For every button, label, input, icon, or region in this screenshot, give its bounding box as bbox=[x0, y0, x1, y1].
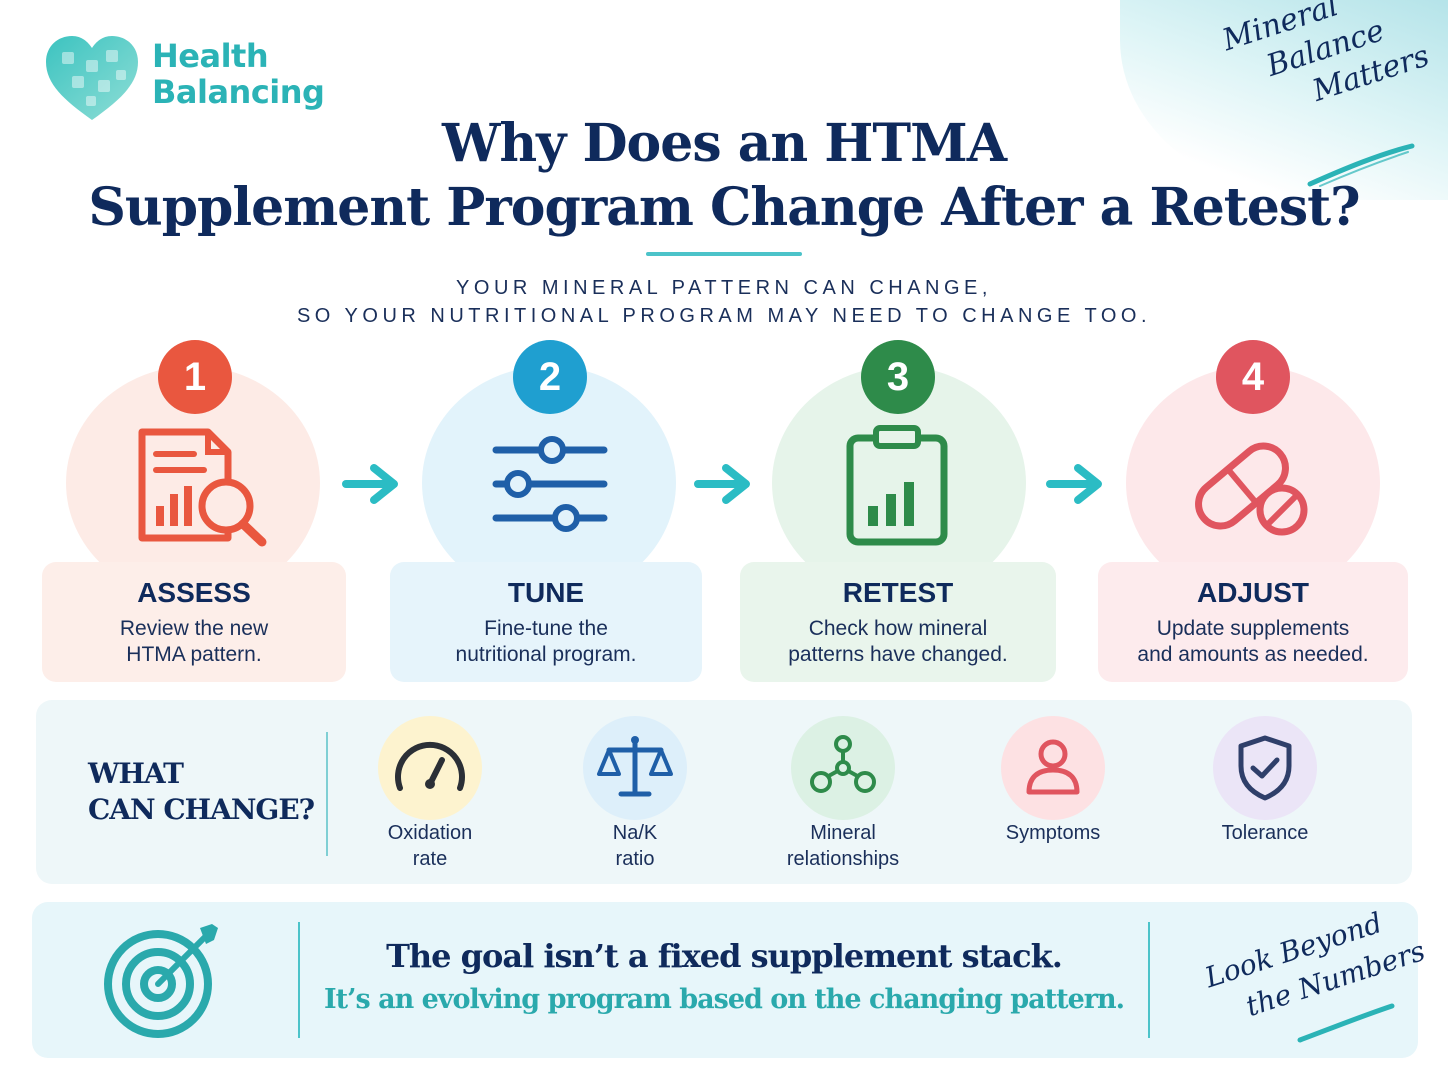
step-4-label: ADJUST bbox=[1196, 577, 1309, 608]
change-item-3-badge bbox=[791, 716, 895, 820]
target-arrow-icon bbox=[104, 924, 218, 1038]
page-subtitle-line1: YOUR MINERAL PATTERN CAN CHANGE, bbox=[456, 277, 992, 299]
step-3-desc-line2: patterns have changed. bbox=[788, 643, 1008, 666]
goal-statement: The goal isn’t a fixed supplement stack. bbox=[386, 937, 1063, 975]
change-item-5-label: Tolerance bbox=[1180, 820, 1350, 846]
change-item-1-line1: Oxidation bbox=[387, 822, 473, 844]
what-can-change-panel bbox=[36, 700, 1412, 884]
clipboard-chart-icon bbox=[846, 425, 948, 546]
change-item-4-line1: Symptoms bbox=[1005, 822, 1101, 844]
change-item-3-line2: relationships bbox=[786, 848, 900, 870]
step-2-description: Fine-tune the nutritional program. bbox=[390, 616, 702, 668]
step-1-number: 1 bbox=[158, 340, 232, 414]
step-1-desc-line1: Review the new bbox=[119, 617, 269, 640]
step-4-card: ADJUST Update supplements and amounts as… bbox=[1098, 562, 1408, 682]
shield-check-icon bbox=[1238, 735, 1292, 801]
change-item-1-label: Oxidation rate bbox=[345, 820, 515, 872]
step-2-desc-line2: nutritional program. bbox=[455, 643, 637, 666]
page-title: Why Does an HTMA Supplement Program Chan… bbox=[0, 112, 1448, 240]
pill-capsule-icon bbox=[1195, 442, 1308, 536]
change-item-5-line1: Tolerance bbox=[1221, 822, 1309, 844]
page-subtitle-line2: SO YOUR NUTRITIONAL PROGRAM MAY NEED TO … bbox=[296, 305, 1152, 327]
change-item-2-line2: ratio bbox=[615, 848, 655, 870]
page-title-line2: Supplement Program Change After a Retest… bbox=[88, 177, 1360, 238]
goal-divider-left bbox=[298, 922, 300, 1038]
goal-divider-right bbox=[1148, 922, 1150, 1038]
step-3-number: 3 bbox=[861, 340, 935, 414]
brand-name-line2: Balancing bbox=[152, 73, 325, 111]
step-1-description: Review the new HTMA pattern. bbox=[42, 616, 346, 668]
step-1-label: ASSESS bbox=[137, 577, 251, 608]
change-item-4-badge bbox=[1001, 716, 1105, 820]
step-2-desc-line1: Fine-tune the bbox=[484, 617, 608, 640]
page-title-line1: Why Does an HTMA bbox=[441, 113, 1007, 174]
change-item-1-line2: rate bbox=[412, 848, 448, 870]
step-3-card: RETEST Check how mineral patterns have c… bbox=[740, 562, 1056, 682]
tagline-bottom-underline-decoration bbox=[1297, 1003, 1395, 1043]
step-1-desc-line2: HTMA pattern. bbox=[126, 643, 262, 666]
step-3-label: RETEST bbox=[842, 577, 954, 608]
goal-subtext: It’s an evolving program based on the ch… bbox=[323, 984, 1125, 1015]
change-item-4-label: Symptoms bbox=[968, 820, 1138, 846]
balance-scale-icon bbox=[597, 736, 673, 797]
what-can-change-title: WHAT CAN CHANGE? bbox=[88, 756, 315, 828]
step-4-desc-line2: and amounts as needed. bbox=[1137, 643, 1369, 666]
step-3-desc-line1: Check how mineral bbox=[808, 617, 988, 640]
molecule-icon bbox=[810, 735, 876, 793]
step-4-desc-line1: Update supplements bbox=[1156, 617, 1350, 640]
goal-panel bbox=[32, 902, 1418, 1058]
step-2-label: TUNE bbox=[507, 577, 585, 608]
tagline-underline-decoration bbox=[1307, 143, 1415, 187]
what-can-change-title-line2: CAN CHANGE? bbox=[88, 793, 315, 826]
change-item-2-badge bbox=[583, 716, 687, 820]
step-3-description: Check how mineral patterns have changed. bbox=[740, 616, 1056, 668]
arrow-right-icon bbox=[694, 464, 750, 504]
gauge-icon bbox=[395, 741, 465, 791]
change-item-2-line1: Na/K bbox=[612, 822, 658, 844]
brand-name-line1: Health bbox=[152, 37, 269, 75]
arrow-right-icon bbox=[1046, 464, 1102, 504]
report-magnifier-icon bbox=[138, 428, 267, 547]
step-2-number: 2 bbox=[513, 340, 587, 414]
brand-name: Health Balancing bbox=[152, 37, 325, 111]
change-item-5-badge bbox=[1213, 716, 1317, 820]
step-4-number: 4 bbox=[1216, 340, 1290, 414]
title-divider bbox=[646, 252, 802, 256]
what-can-change-title-line1: WHAT bbox=[88, 757, 184, 790]
what-can-change-divider bbox=[326, 732, 328, 856]
change-item-3-line1: Mineral bbox=[810, 822, 876, 844]
step-2-card: TUNE Fine-tune the nutritional program. bbox=[390, 562, 702, 682]
change-item-2-label: Na/K ratio bbox=[550, 820, 720, 872]
change-item-1-badge bbox=[378, 716, 482, 820]
change-item-3-label: Mineral relationships bbox=[758, 820, 928, 872]
page-subtitle: YOUR MINERAL PATTERN CAN CHANGE, SO YOUR… bbox=[0, 274, 1448, 330]
step-4-description: Update supplements and amounts as needed… bbox=[1098, 616, 1408, 668]
puzzle-heart-icon bbox=[46, 36, 138, 120]
sliders-icon bbox=[492, 436, 608, 532]
arrow-right-icon bbox=[342, 464, 398, 504]
step-1-card: ASSESS Review the new HTMA pattern. bbox=[42, 562, 346, 682]
person-icon bbox=[1026, 739, 1080, 795]
